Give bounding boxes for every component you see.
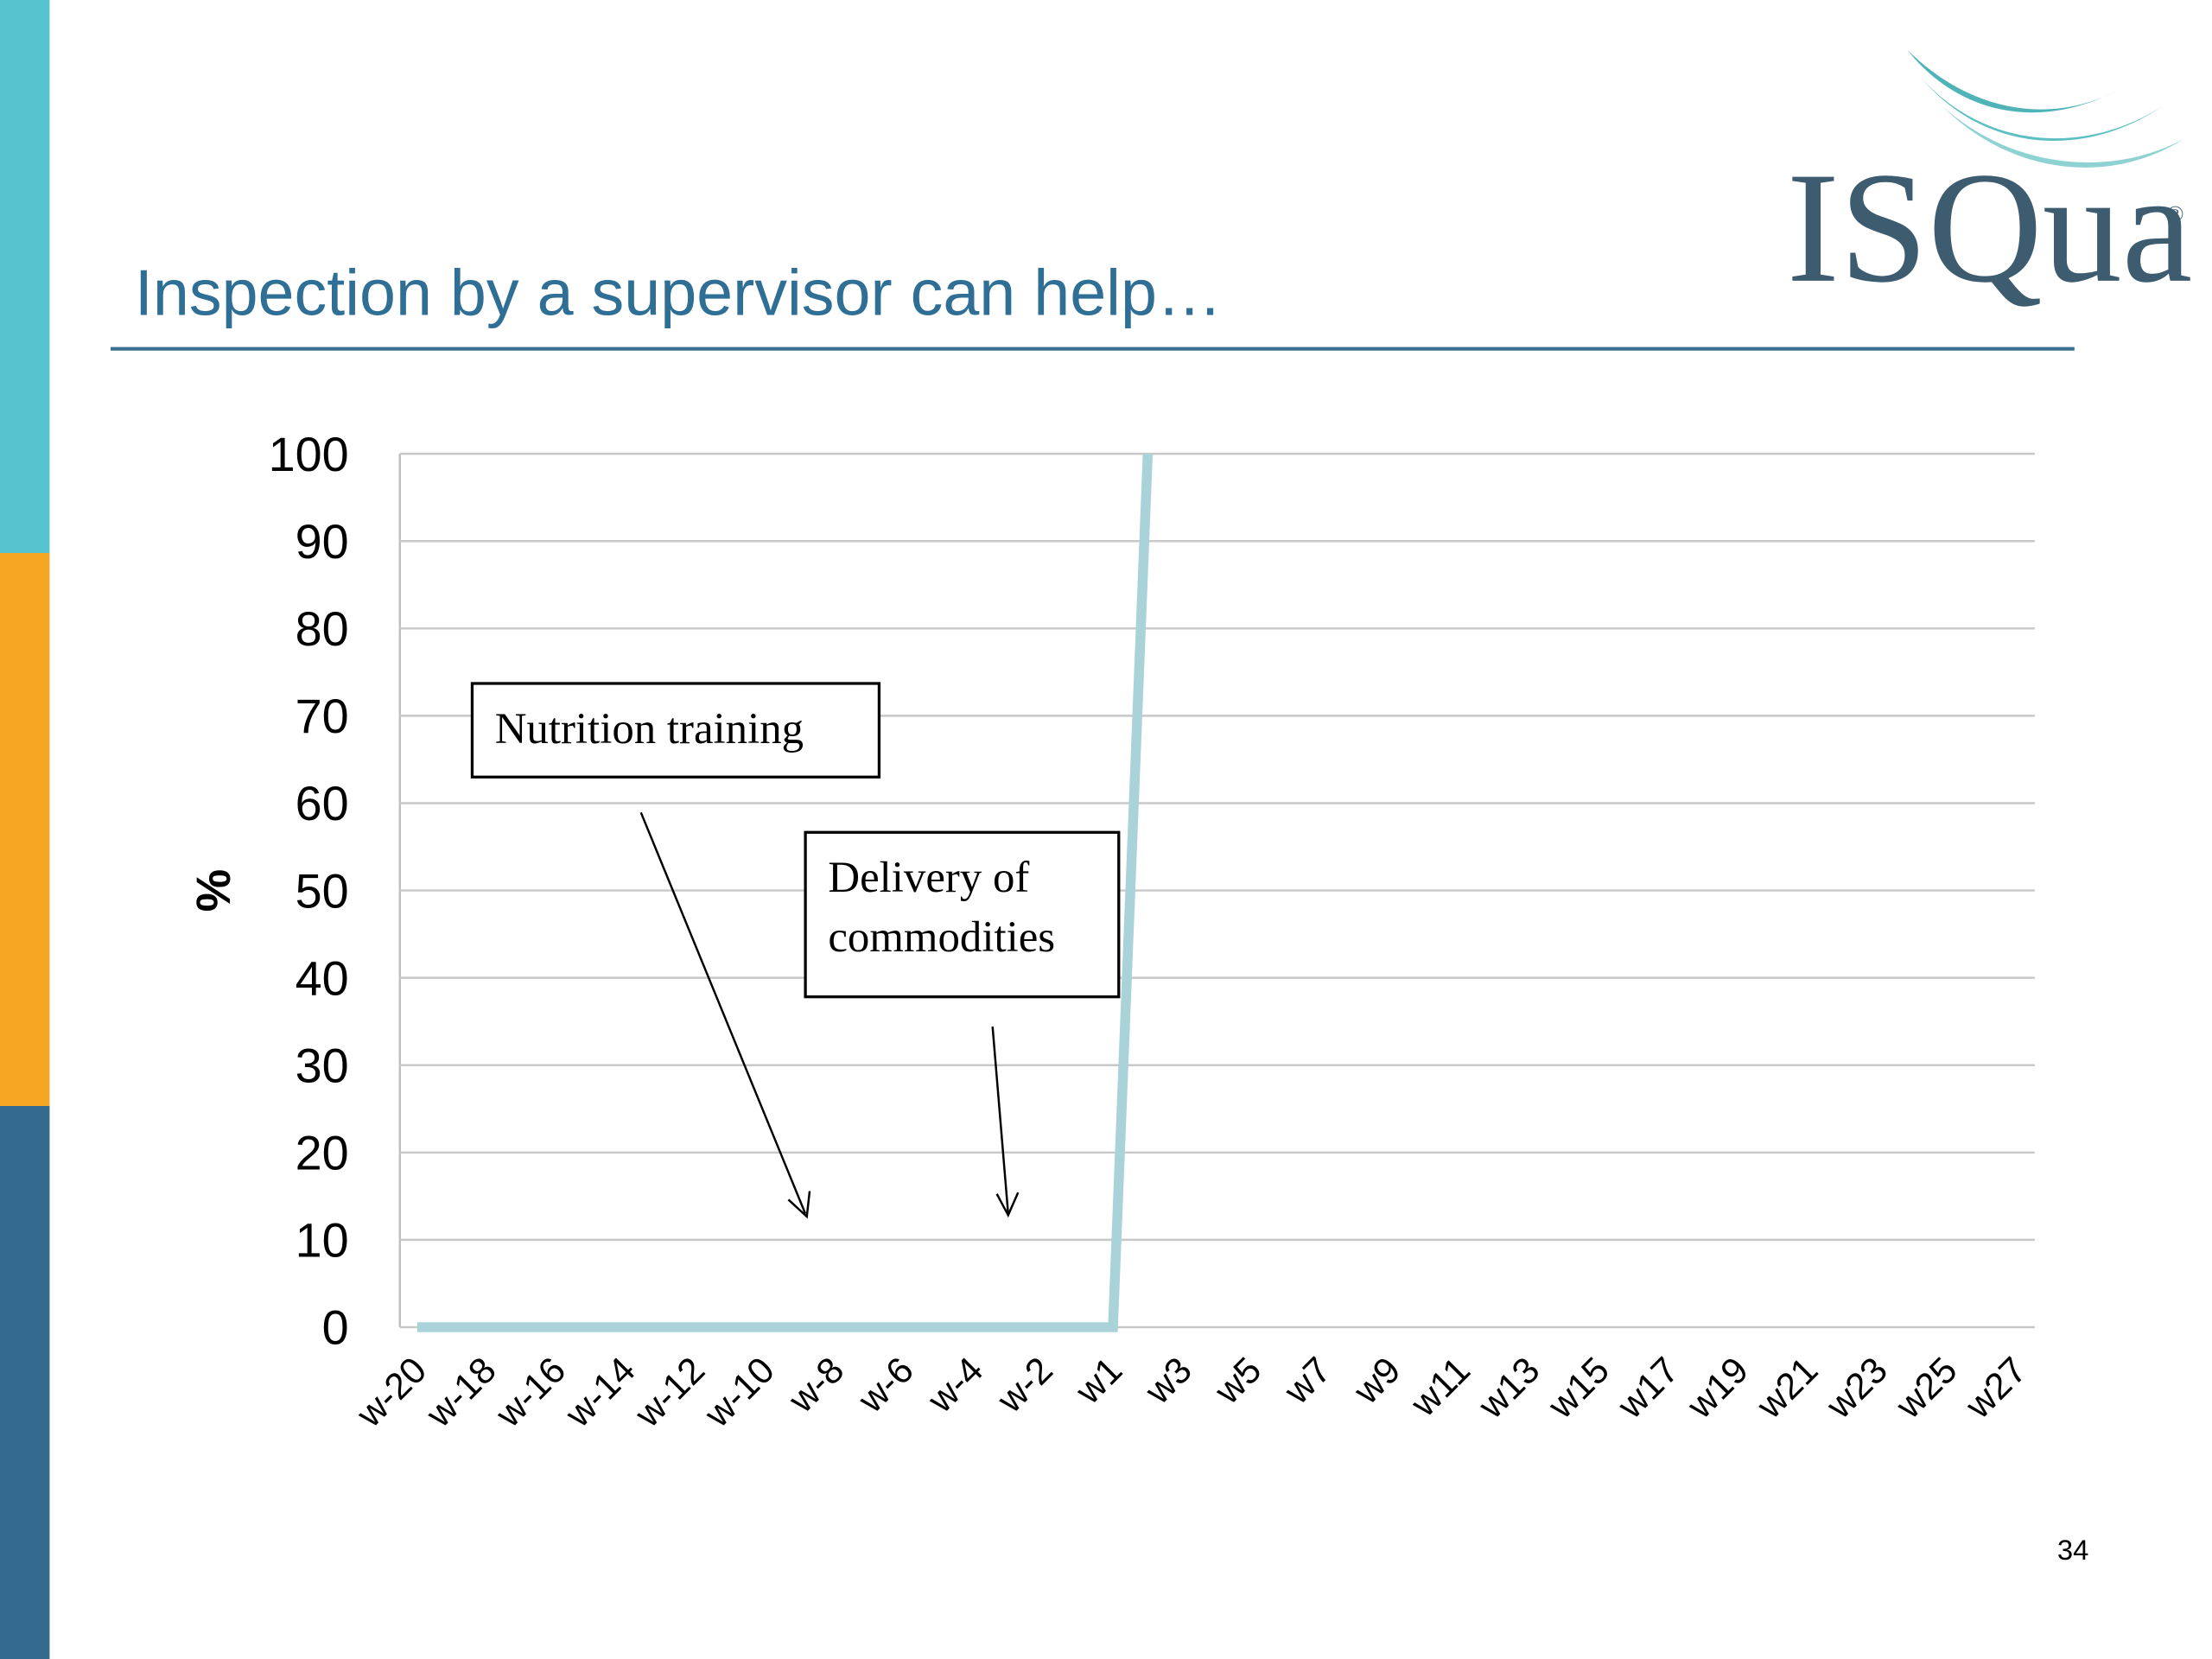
y-tick-label: 40 — [296, 950, 349, 1005]
annotation-text: Delivery of — [828, 854, 1029, 902]
annotation-box — [804, 830, 1121, 999]
x-tick-label: w23 — [1818, 1350, 1896, 1427]
y-tick-label: 90 — [296, 514, 349, 569]
x-tick-label: w27 — [1957, 1350, 2035, 1427]
y-tick-label: 30 — [296, 1038, 349, 1092]
arrow — [991, 1027, 1009, 1214]
x-tick-label: w-12 — [626, 1350, 713, 1436]
y-tick-label: 70 — [296, 689, 349, 743]
x-tick-label: w5 — [1206, 1350, 1269, 1413]
y-axis-label: % — [186, 869, 240, 912]
x-tick-label: w11 — [1402, 1350, 1478, 1426]
x-tick-label: w-2 — [988, 1350, 1060, 1421]
logo-swoosh — [1907, 49, 2127, 113]
x-tick-label: w21 — [1748, 1350, 1826, 1427]
x-tick-label: w13 — [1470, 1350, 1548, 1427]
arrow — [639, 811, 807, 1215]
x-tick-label: w-18 — [418, 1350, 505, 1436]
side-bar — [0, 0, 50, 553]
x-tick-label: w-10 — [696, 1350, 783, 1436]
y-tick-label: 50 — [296, 863, 349, 918]
slide-title: Inspection by a supervisor can help… — [135, 256, 1223, 328]
y-tick-label: 0 — [322, 1300, 349, 1355]
side-bar — [0, 1106, 50, 1659]
x-tick-label: w-16 — [487, 1350, 574, 1436]
side-bar — [0, 553, 50, 1106]
logo-text: ISQua — [1787, 139, 2193, 315]
annotation-box — [470, 682, 881, 779]
data-line — [416, 453, 1154, 1332]
x-tick-label: w-8 — [780, 1350, 852, 1421]
annotation-text: Nutrition training — [495, 705, 804, 753]
y-tick-label: 60 — [296, 776, 349, 830]
y-tick-label: 20 — [296, 1126, 349, 1180]
x-tick-label: w15 — [1540, 1350, 1618, 1427]
x-tick-label: w-14 — [557, 1350, 644, 1436]
page-number: 34 — [2057, 1534, 2089, 1566]
x-tick-label: w1 — [1067, 1350, 1130, 1413]
x-tick-label: w3 — [1137, 1350, 1200, 1413]
logo-mark: ® — [2166, 201, 2183, 226]
x-tick-label: w-4 — [919, 1350, 991, 1421]
arrowhead — [787, 1191, 811, 1219]
x-tick-label: w19 — [1679, 1350, 1757, 1427]
x-tick-label: w7 — [1276, 1350, 1339, 1413]
y-tick-label: 80 — [296, 601, 349, 656]
logo: ISQua ® — [1787, 49, 2193, 315]
x-tick-label: w-6 — [849, 1350, 921, 1421]
annotation-text: commodities — [828, 913, 1055, 962]
x-tick-label: w-20 — [348, 1350, 435, 1436]
arrowhead — [995, 1192, 1020, 1218]
x-tick-label: w25 — [1887, 1350, 1965, 1427]
y-tick-label: 10 — [296, 1213, 349, 1268]
x-tick-label: w9 — [1345, 1350, 1408, 1413]
x-tick-label: w17 — [1609, 1350, 1687, 1427]
y-tick-label: 100 — [269, 427, 349, 481]
